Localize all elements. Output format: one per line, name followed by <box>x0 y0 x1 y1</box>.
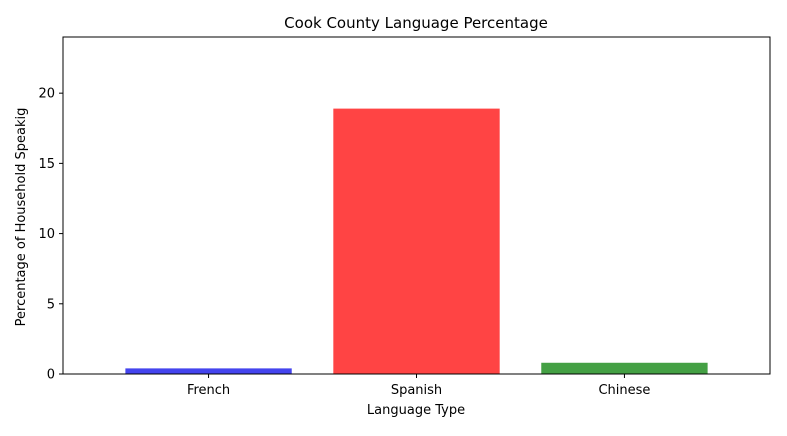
x-axis: French Spanish Chinese <box>187 374 650 398</box>
x-tick-label: Chinese <box>598 383 650 398</box>
x-tick-label: French <box>187 383 230 398</box>
chart-title: Cook County Language Percentage <box>284 14 548 32</box>
y-axis: 0 5 10 15 20 <box>38 87 63 383</box>
bars-layer <box>125 108 708 375</box>
y-tick-label: 20 <box>38 87 55 102</box>
y-tick-label: 5 <box>47 297 55 312</box>
bar-french <box>125 368 292 374</box>
y-tick-label: 10 <box>38 227 55 242</box>
x-axis-label: Language Type <box>367 403 465 418</box>
bar-chinese <box>541 362 708 374</box>
bar-spanish <box>333 108 500 375</box>
y-tick-label: 15 <box>38 157 55 172</box>
y-tick-label: 0 <box>47 368 55 383</box>
y-axis-label: Percentage of Household Speakig <box>14 108 29 327</box>
plot-frame <box>62 36 771 375</box>
x-tick-label: Spanish <box>391 383 442 398</box>
